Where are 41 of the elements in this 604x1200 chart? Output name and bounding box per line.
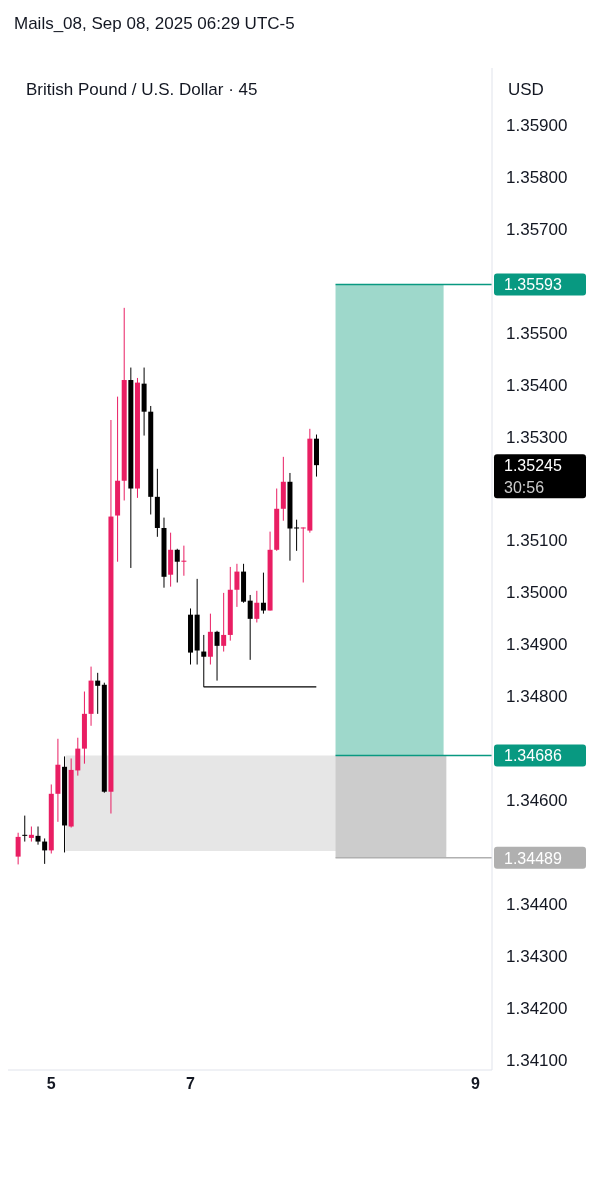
x-tick-label: 9 xyxy=(470,1075,480,1093)
candlestick xyxy=(95,672,101,715)
text: 30:56 xyxy=(504,479,545,497)
candlestick xyxy=(260,572,266,615)
candlestick xyxy=(247,594,253,661)
ref-line-label: 1.34489 xyxy=(504,849,562,867)
y-tick-label: 1.34100 xyxy=(506,1050,568,1070)
chart-subtitle: Mails_08, Sep 08, 2025 06:29 UTC-5 xyxy=(14,14,296,34)
candlestick xyxy=(15,832,21,865)
candlestick xyxy=(42,837,48,865)
y-tick-label: 1.34800 xyxy=(506,687,568,707)
candlestick xyxy=(75,737,81,777)
y-tick-label: 1.35900 xyxy=(506,116,568,136)
y-tick-label: 1.35000 xyxy=(506,583,568,603)
y-tick-label: 1.34300 xyxy=(506,946,568,966)
y-tick-label: 1.35100 xyxy=(506,531,568,551)
candlestick xyxy=(221,592,227,653)
y-tick-label: 1.35700 xyxy=(506,219,568,239)
text: British Pound / U.S. Dollar · 45 xyxy=(26,80,258,100)
candlestick xyxy=(254,590,260,623)
candlestick xyxy=(174,548,180,583)
x-tick-label: 5 xyxy=(46,1075,56,1093)
ref-line-label: 1.34686 xyxy=(504,747,562,765)
y-tick-label: 1.34400 xyxy=(506,894,568,914)
candlestick xyxy=(234,563,240,608)
y-axis-title: USD xyxy=(508,80,544,100)
x-tick-label: 7 xyxy=(185,1075,195,1093)
ref-line-label: 1.35593 xyxy=(504,276,562,294)
y-tick-label: 1.34200 xyxy=(506,998,568,1018)
y-tick-label: 1.34900 xyxy=(506,635,568,655)
y-tick-label: 1.35400 xyxy=(506,375,568,395)
text: 1.35245 xyxy=(504,457,562,475)
candlestick xyxy=(22,815,28,843)
candlestick xyxy=(294,519,300,552)
y-tick-label: 1.35500 xyxy=(506,323,568,343)
candlestick xyxy=(181,545,187,577)
y-tick-label: 1.35800 xyxy=(506,168,568,188)
candlestick xyxy=(214,630,220,682)
y-tick-label: 1.34600 xyxy=(506,791,568,811)
y-tick-label: 1.35300 xyxy=(506,427,568,447)
candlestick xyxy=(35,826,41,846)
